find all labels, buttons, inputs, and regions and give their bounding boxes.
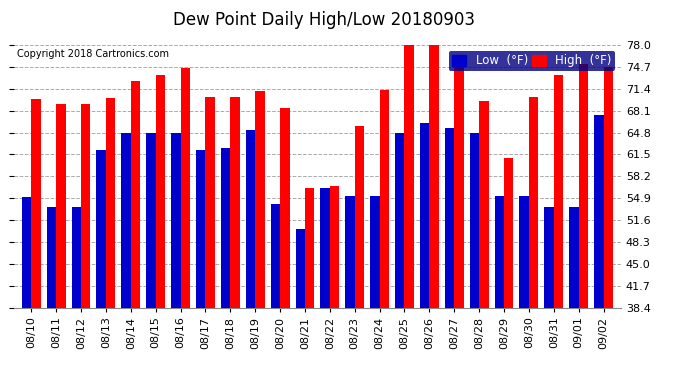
Bar [445,128,454,308]
Bar [330,186,339,308]
Bar [31,99,41,308]
Bar [270,204,280,308]
Bar [479,101,489,308]
Bar [305,188,315,308]
Bar [554,75,563,308]
Bar [196,150,206,308]
Bar [529,97,538,308]
Bar [395,132,404,308]
Bar [156,75,165,308]
Bar [380,90,389,308]
Bar [345,196,355,308]
Bar [97,150,106,308]
Bar [255,92,265,308]
Bar [246,130,255,308]
Bar [230,97,239,308]
Bar [295,229,305,308]
Text: Dew Point Daily High/Low 20180903: Dew Point Daily High/Low 20180903 [173,11,475,29]
Bar [520,196,529,308]
Bar [429,44,439,308]
Bar [121,132,131,308]
Bar [355,126,364,308]
Bar [171,132,181,308]
Bar [56,104,66,308]
Bar [594,115,604,308]
Bar [420,123,429,308]
Bar [106,98,115,308]
Bar [22,198,31,308]
Bar [320,188,330,308]
Bar [146,132,156,308]
Bar [221,148,230,308]
Bar [280,108,290,308]
Bar [454,63,464,308]
Bar [181,68,190,308]
Bar [404,45,414,308]
Bar [206,97,215,308]
Bar [544,207,554,308]
Bar [131,81,140,308]
Bar [569,207,579,308]
Bar [72,207,81,308]
Bar [47,207,56,308]
Text: Copyright 2018 Cartronics.com: Copyright 2018 Cartronics.com [17,49,169,59]
Bar [81,104,90,308]
Bar [495,196,504,308]
Bar [470,132,479,308]
Bar [370,196,380,308]
Bar [504,158,513,308]
Bar [604,67,613,308]
Legend: Low  (°F), High  (°F): Low (°F), High (°F) [448,51,615,71]
Bar [579,63,588,308]
